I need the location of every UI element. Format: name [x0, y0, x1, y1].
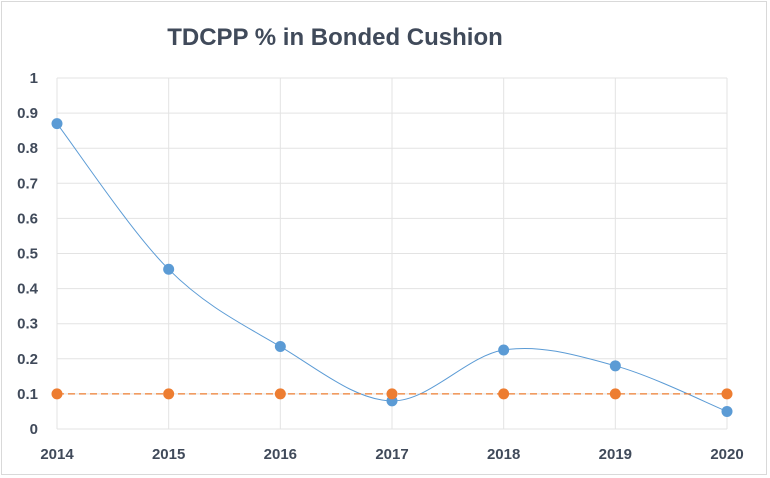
y-tick-label: 0.5 [17, 246, 38, 263]
series-2-point [51, 388, 63, 400]
x-tick-label: 2016 [264, 446, 297, 463]
y-tick-label: 0.1 [17, 386, 38, 403]
series-2 [51, 388, 733, 400]
x-tick-label: 2018 [487, 446, 520, 463]
chart-title: TDCPP % in Bonded Cushion [167, 24, 503, 51]
series-2-point [609, 388, 621, 400]
y-tick-label: 1 [30, 70, 38, 87]
series-2-point [498, 388, 510, 400]
series-1-point [163, 263, 175, 275]
series-2-point [721, 388, 733, 400]
y-tick-label: 0.8 [17, 140, 38, 157]
series-1-point [609, 360, 621, 372]
x-tick-label: 2020 [710, 446, 743, 463]
x-tick-label: 2014 [40, 446, 74, 463]
series-2-point [274, 388, 286, 400]
y-tick-label: 0.4 [17, 281, 39, 298]
y-tick-label: 0.6 [17, 210, 38, 227]
series-2-point [386, 388, 398, 400]
x-tick-label: 2015 [152, 446, 185, 463]
series-group [51, 118, 733, 417]
series-1-point [51, 118, 63, 130]
x-tick-label: 2017 [375, 446, 408, 463]
series-1-point [721, 405, 733, 417]
y-tick-label: 0.2 [17, 351, 38, 368]
y-tick-label: 0 [30, 421, 38, 438]
y-axis-tick-labels: 0 0.1 0.2 0.3 0.4 0.5 0.6 0.7 0.8 0.9 1 [17, 70, 39, 438]
series-2-point [163, 388, 175, 400]
grid [56, 77, 728, 430]
series-1-point [498, 344, 510, 356]
x-tick-label: 2019 [599, 446, 632, 463]
series-1-point [274, 341, 286, 353]
y-tick-label: 0.9 [17, 105, 38, 122]
y-tick-label: 0.3 [17, 316, 38, 333]
series-1 [51, 118, 733, 417]
y-tick-label: 0.7 [17, 175, 38, 192]
x-axis-tick-labels: 2014 2015 2016 2017 2018 2019 2020 [40, 446, 743, 463]
